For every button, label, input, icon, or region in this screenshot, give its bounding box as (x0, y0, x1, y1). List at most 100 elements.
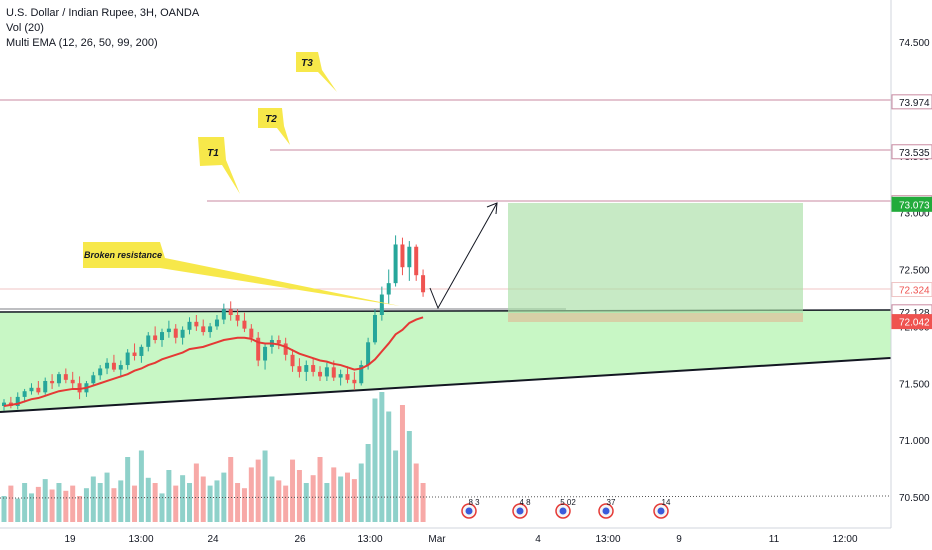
price-tick-label: 73.000 (899, 209, 930, 220)
candle-body (372, 315, 377, 343)
candle-body (98, 368, 103, 376)
candle (421, 269, 426, 297)
time-axis[interactable]: 19 13:00 24 26 13:00 Mar 4 13:00 9 11 12:00 (64, 534, 858, 545)
volume-bar (345, 472, 350, 522)
target-zone[interactable] (508, 203, 803, 313)
volume-bar (221, 472, 227, 522)
volume-bar (338, 476, 344, 522)
price-label-last-red[interactable]: 72.324 (891, 282, 932, 298)
volume-bar (145, 477, 151, 522)
candle (77, 376, 82, 400)
price-label-last[interactable]: 72.042 (891, 314, 932, 330)
volume-bar (317, 457, 323, 522)
callout-t2-label: T2 (265, 114, 277, 125)
callout-t1[interactable]: T1 (198, 137, 240, 194)
candle-body (22, 391, 27, 397)
candle-body (331, 367, 336, 378)
price-axis[interactable]: 74.50074.00073.50073.00072.50072.00071.5… (891, 38, 932, 504)
callout-t3-label: T3 (301, 58, 313, 69)
candle-body (386, 283, 391, 295)
candle-body (324, 367, 329, 377)
candle-body (228, 309, 233, 315)
event-badge-count: 5 02 (560, 498, 576, 507)
candle-body (118, 365, 123, 370)
candle-body (2, 402, 6, 406)
stop-zone[interactable] (508, 313, 803, 322)
price-label-bg (891, 144, 932, 160)
candle-body (311, 365, 316, 372)
candle (235, 309, 240, 327)
volume-bar (49, 489, 55, 522)
candle-body (15, 396, 20, 406)
candle (132, 343, 137, 361)
candle-body (166, 328, 171, 333)
event-badge[interactable]: 37 (598, 498, 616, 519)
time-tick-label: 24 (207, 534, 219, 545)
price-label-target[interactable]: 73.073 (891, 196, 932, 212)
event-badge[interactable]: 14 (653, 498, 671, 519)
volume-bar (310, 475, 316, 522)
candle (393, 235, 398, 287)
candle (318, 366, 323, 381)
candle (283, 337, 288, 361)
ema-line[interactable] (3, 316, 424, 407)
event-badge[interactable]: 8 3 (461, 498, 480, 519)
candle-body (29, 387, 34, 392)
candle (111, 354, 116, 372)
volume-bar (200, 476, 206, 522)
event-badge-count: 4 8 (519, 498, 531, 507)
candle (70, 371, 75, 389)
price-axis-bg (891, 0, 932, 528)
event-badges[interactable]: 8 3 4 8 5 02 37 14 (461, 498, 671, 519)
volume-bar (393, 450, 399, 522)
legend-volume[interactable]: Vol (20) (6, 22, 44, 34)
volume-bar (22, 483, 28, 522)
volume-bar (406, 431, 412, 522)
candle (180, 326, 185, 345)
callout-t2[interactable]: T2 (258, 108, 290, 145)
price-tick-label: 72.500 (899, 266, 930, 277)
time-axis-bg (0, 528, 932, 550)
candle-body (221, 309, 226, 320)
candle (414, 244, 419, 281)
volume-bar (241, 488, 247, 522)
candle-body (56, 374, 61, 384)
price-label-level[interactable]: 73.974 (891, 94, 932, 110)
flag-icon-center (559, 507, 567, 515)
volume-bar (173, 485, 179, 522)
candle-body (283, 343, 288, 355)
candle-body (105, 362, 110, 369)
event-badge-count: 37 (607, 498, 616, 507)
projection-arrow-path[interactable] (429, 202, 498, 310)
legend-ema[interactable]: Multi EMA (12, 26, 50, 99, 200) (6, 37, 158, 49)
event-badge[interactable]: 4 8 (512, 498, 531, 519)
candle-body (201, 326, 206, 333)
candle (36, 380, 41, 395)
price-label-level[interactable]: 73.535 (891, 144, 932, 160)
callout-t3[interactable]: T3 (296, 52, 337, 92)
event-badge[interactable]: 5 02 (555, 498, 576, 519)
volume-bar (56, 483, 62, 522)
candle (400, 237, 405, 276)
volume-bar (235, 483, 241, 522)
candle-body (407, 246, 412, 268)
price-tick-label: 71.500 (899, 379, 930, 390)
volume-bar (365, 444, 371, 522)
volume-bar (186, 483, 192, 522)
flag-icon-center (465, 507, 473, 515)
time-tick-label: Mar (428, 534, 446, 545)
volume-layer (1, 392, 426, 522)
candle-body (290, 354, 295, 367)
candle (276, 335, 281, 350)
candle (345, 366, 350, 384)
volume-bar (303, 483, 309, 522)
volume-bar (214, 480, 220, 522)
time-tick-label: 9 (676, 534, 682, 545)
candle-body (146, 335, 151, 347)
callout-broken-resistance[interactable]: Broken resistance (83, 242, 400, 306)
legend-symbol[interactable]: U.S. Dollar / Indian Rupee, 3H, OANDA (6, 7, 200, 19)
channel-support-line[interactable] (0, 357, 892, 413)
candle-layer (2, 235, 426, 411)
